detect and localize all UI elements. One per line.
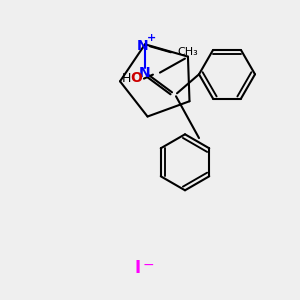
Text: N: N: [137, 39, 149, 53]
Text: −: −: [142, 258, 154, 272]
Text: H: H: [122, 72, 131, 85]
Text: I: I: [135, 259, 141, 277]
Text: O: O: [130, 70, 142, 85]
Text: CH₃: CH₃: [177, 47, 198, 57]
Text: +: +: [146, 33, 156, 43]
Text: N: N: [139, 66, 151, 80]
